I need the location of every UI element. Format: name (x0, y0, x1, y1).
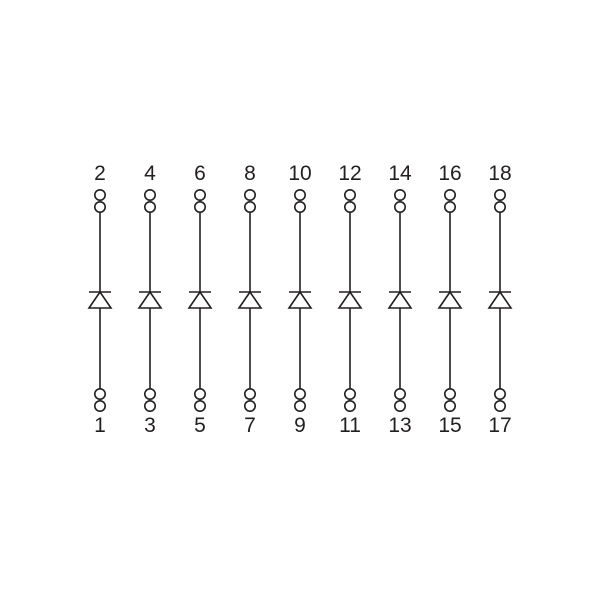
diode-symbol (139, 292, 161, 308)
diode-column: 12 11 (338, 162, 361, 437)
diode-column: 10 9 (288, 162, 311, 437)
terminal-top (295, 190, 305, 212)
diode-symbol (289, 292, 311, 308)
terminal-bottom (195, 389, 205, 411)
terminal-label-top: 6 (194, 162, 206, 185)
diode-column: 87 (239, 162, 261, 437)
terminal-top (245, 190, 255, 212)
terminal-top (195, 190, 205, 212)
diode-column: 1817 (488, 162, 511, 437)
diode-symbol (489, 292, 511, 308)
terminal-label-bottom: 7 (244, 414, 256, 437)
terminal-bottom (345, 389, 355, 411)
terminal-label-bottom: 9 (294, 414, 306, 437)
diode-column: 1615 (438, 162, 461, 437)
terminal-bottom (495, 389, 505, 411)
terminal-label-bottom: 5 (194, 414, 206, 437)
terminal-top (145, 190, 155, 212)
terminal-label-bottom: 13 (388, 414, 411, 437)
terminal-label-top: 12 (338, 162, 361, 185)
terminal-label-top: 18 (488, 162, 511, 185)
terminal-label-bottom: 15 (438, 414, 461, 437)
terminal-bottom (145, 389, 155, 411)
terminal-label-bottom: 11 (339, 414, 361, 437)
terminal-bottom (295, 389, 305, 411)
terminal-label-bottom: 3 (144, 414, 156, 437)
diode-symbol (189, 292, 211, 308)
terminal-bottom (445, 389, 455, 411)
diode-column: 21 (89, 162, 111, 437)
terminal-top (495, 190, 505, 212)
terminal-label-top: 14 (388, 162, 412, 185)
terminal-label-bottom: 1 (94, 414, 106, 437)
terminal-top (445, 190, 455, 212)
terminal-label-top: 4 (144, 162, 156, 185)
terminal-label-top: 8 (244, 162, 256, 185)
terminal-label-bottom: 17 (488, 414, 511, 437)
diode-symbol (89, 292, 111, 308)
diode-column: 43 (139, 162, 161, 437)
terminal-bottom (395, 389, 405, 411)
diode-array-schematic: 214365871091211141316151817 (0, 0, 600, 600)
terminal-label-top: 10 (288, 162, 311, 185)
terminal-top (345, 190, 355, 212)
terminal-label-top: 16 (438, 162, 461, 185)
terminal-bottom (245, 389, 255, 411)
terminal-bottom (95, 389, 105, 411)
terminal-label-top: 2 (94, 162, 106, 185)
terminal-top (395, 190, 405, 212)
diode-column: 65 (189, 162, 211, 437)
diode-column: 14 13 (388, 162, 412, 437)
diode-symbol (239, 292, 261, 308)
terminal-top (95, 190, 105, 212)
diode-symbol (389, 292, 411, 308)
diode-symbol (339, 292, 361, 308)
diode-symbol (439, 292, 461, 308)
